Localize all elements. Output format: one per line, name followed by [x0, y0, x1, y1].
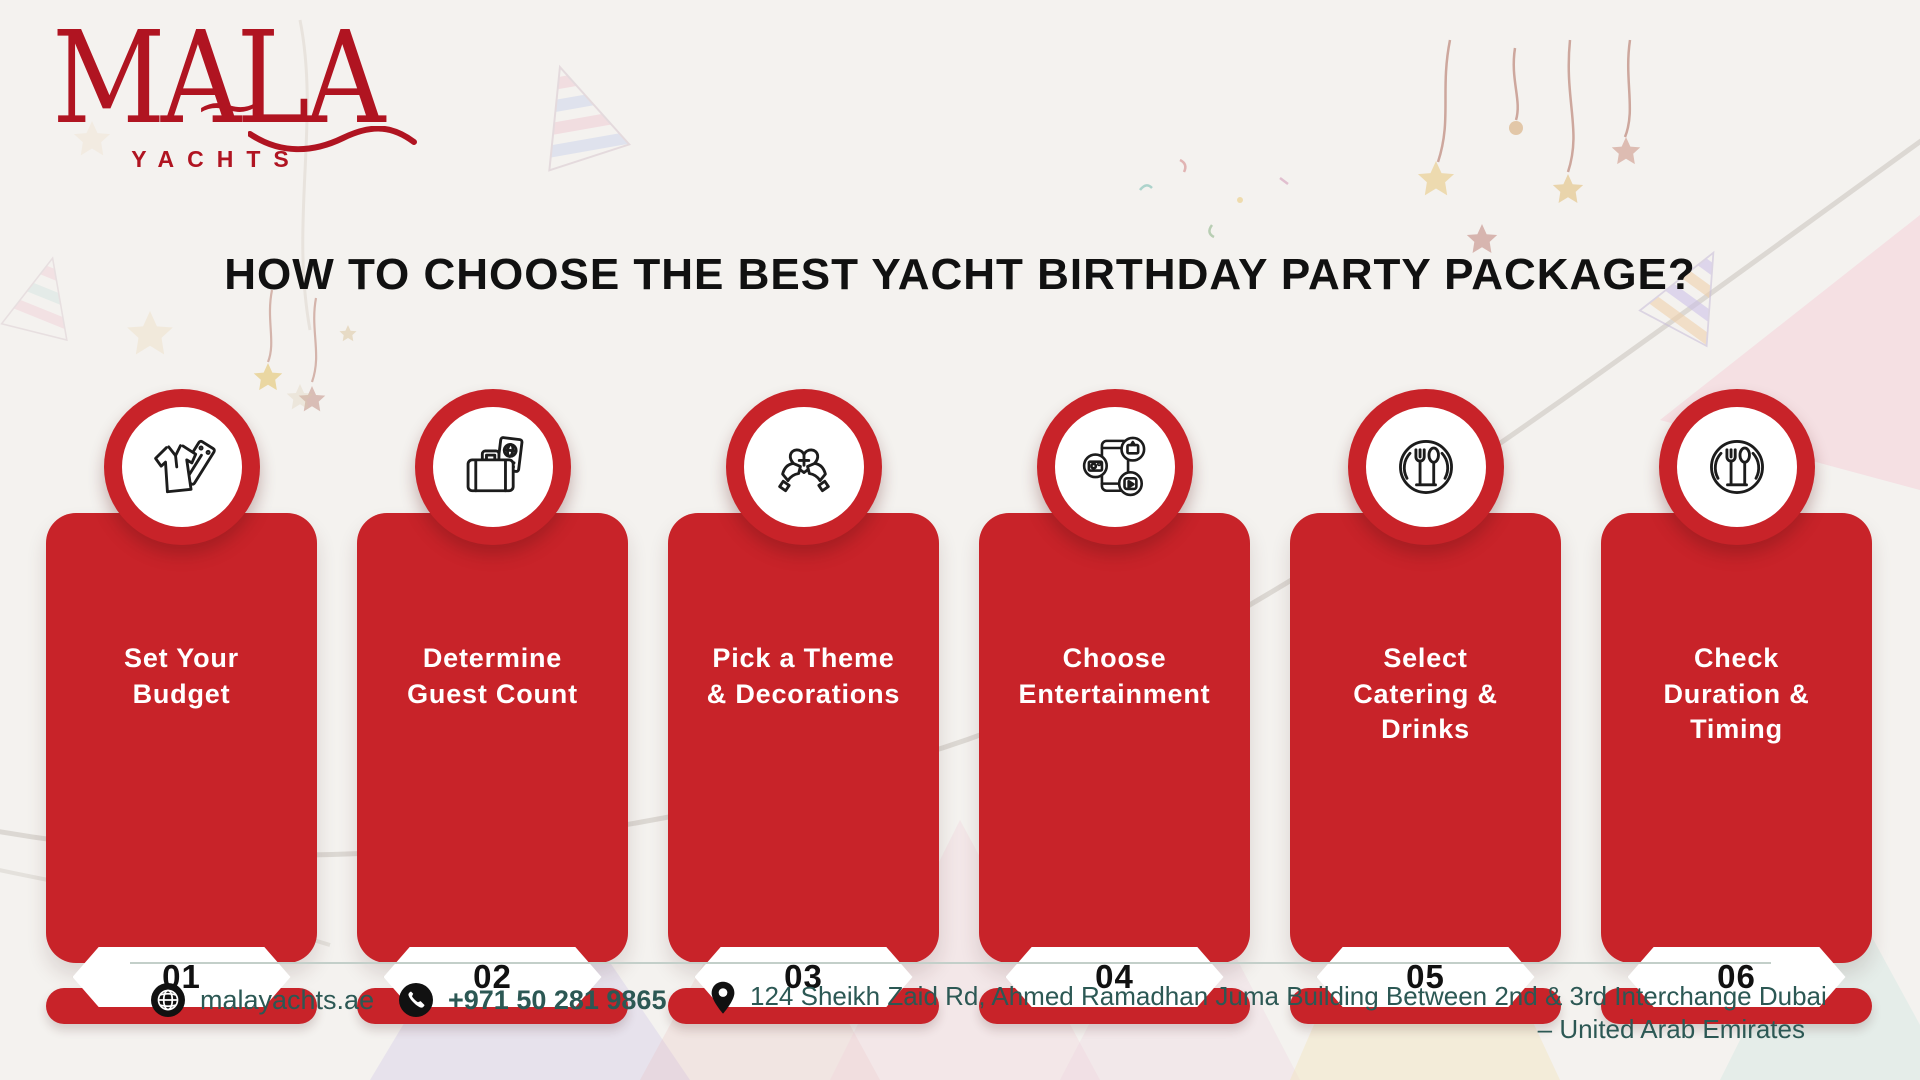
- hands-heart-icon: [777, 448, 830, 493]
- step-label: Choose Entertainment: [1018, 643, 1211, 709]
- step-card-body: Choose Entertainment: [979, 513, 1250, 963]
- step-icon-disc: [743, 407, 864, 527]
- plate-cutlery-icon: [1398, 440, 1453, 494]
- media-entertainment-icon: [1082, 436, 1145, 497]
- footer-phone[interactable]: +971 50 281 9865: [398, 982, 666, 1018]
- footer-divider: [130, 962, 1771, 964]
- step-card-body: Select Catering & Drinks: [1290, 513, 1561, 963]
- step-number-badge: 05: [1316, 947, 1535, 1007]
- step-ribbon: 06: [1601, 947, 1872, 1024]
- step-icon-circle: [1036, 389, 1193, 545]
- brand-name: MALA: [52, 3, 385, 153]
- step-label: Set Your Budget: [124, 643, 239, 709]
- steps-row: Set Your Budget 01: [46, 389, 1874, 1024]
- step-label: Check Duration & Timing: [1663, 643, 1810, 745]
- step-label: Pick a Theme & Decorations: [706, 643, 901, 709]
- step-icon-circle: [414, 389, 571, 545]
- phone-text[interactable]: +971 50 281 9865: [448, 984, 667, 1015]
- step-icon-disc: [1676, 407, 1797, 527]
- globe-icon: [150, 982, 186, 1018]
- step-card-5: Select Catering & Drinks 05: [1290, 389, 1561, 1024]
- step-card-body: Pick a Theme & Decorations: [668, 513, 939, 963]
- luggage-passport-icon: [466, 436, 523, 493]
- footer-website[interactable]: malayachts.ae: [150, 982, 374, 1018]
- step-card-6: Check Duration & Timing 06: [1601, 389, 1872, 1024]
- footer-address: 124 Sheikh Zaid Rd, Ahmed Ramadhan Juma …: [710, 980, 1827, 1046]
- website-text[interactable]: malayachts.ae: [200, 984, 375, 1015]
- step-ribbon: 04: [979, 947, 1250, 1024]
- address-line-1: 124 Sheikh Zaid Rd, Ahmed Ramadhan Juma …: [750, 981, 1827, 1011]
- page-title: HOW TO CHOOSE THE BEST YACHT BIRTHDAY PA…: [224, 250, 1696, 299]
- step-icon-disc: [121, 407, 242, 527]
- step-ribbon: 05: [1290, 947, 1561, 1024]
- step-card-3: Pick a Theme & Decorations 03: [668, 389, 939, 1024]
- step-card-4: Choose Entertainment 04: [979, 389, 1250, 1024]
- step-number-badge: 04: [1005, 947, 1224, 1007]
- step-label: Select Catering & Drinks: [1353, 643, 1498, 745]
- step-ribbon: 03: [668, 947, 939, 1024]
- clothes-icon: [153, 439, 216, 494]
- step-icon-circle: [103, 389, 260, 545]
- step-card-body: Set Your Budget: [46, 513, 317, 963]
- step-icon-disc: [1054, 407, 1175, 527]
- step-card-2: Determine Guest Count 02: [357, 389, 628, 1024]
- address-line-2: – United Arab Emirates: [1537, 1014, 1805, 1044]
- step-card-1: Set Your Budget 01: [46, 389, 317, 1024]
- address-text: 124 Sheikh Zaid Rd, Ahmed Ramadhan Juma …: [750, 980, 1827, 1046]
- logo-swoosh: [248, 126, 417, 153]
- step-icon-disc: [432, 407, 553, 527]
- step-icon-disc: [1365, 407, 1486, 527]
- step-label: Determine Guest Count: [407, 643, 578, 709]
- plate-cutlery-icon: [1709, 440, 1764, 494]
- step-card-body: Determine Guest Count: [357, 513, 628, 963]
- step-card-body: Check Duration & Timing: [1601, 513, 1872, 963]
- brand-tilde-mark: ~: [191, 72, 265, 140]
- step-icon-circle: [725, 389, 882, 545]
- step-number-badge: 06: [1627, 947, 1846, 1007]
- brand-logo: MALA ~ YACHTS: [52, 3, 417, 173]
- location-pin-icon: [710, 980, 736, 1016]
- step-icon-circle: [1347, 389, 1504, 545]
- step-icon-circle: [1658, 389, 1815, 545]
- phone-icon: [398, 982, 434, 1018]
